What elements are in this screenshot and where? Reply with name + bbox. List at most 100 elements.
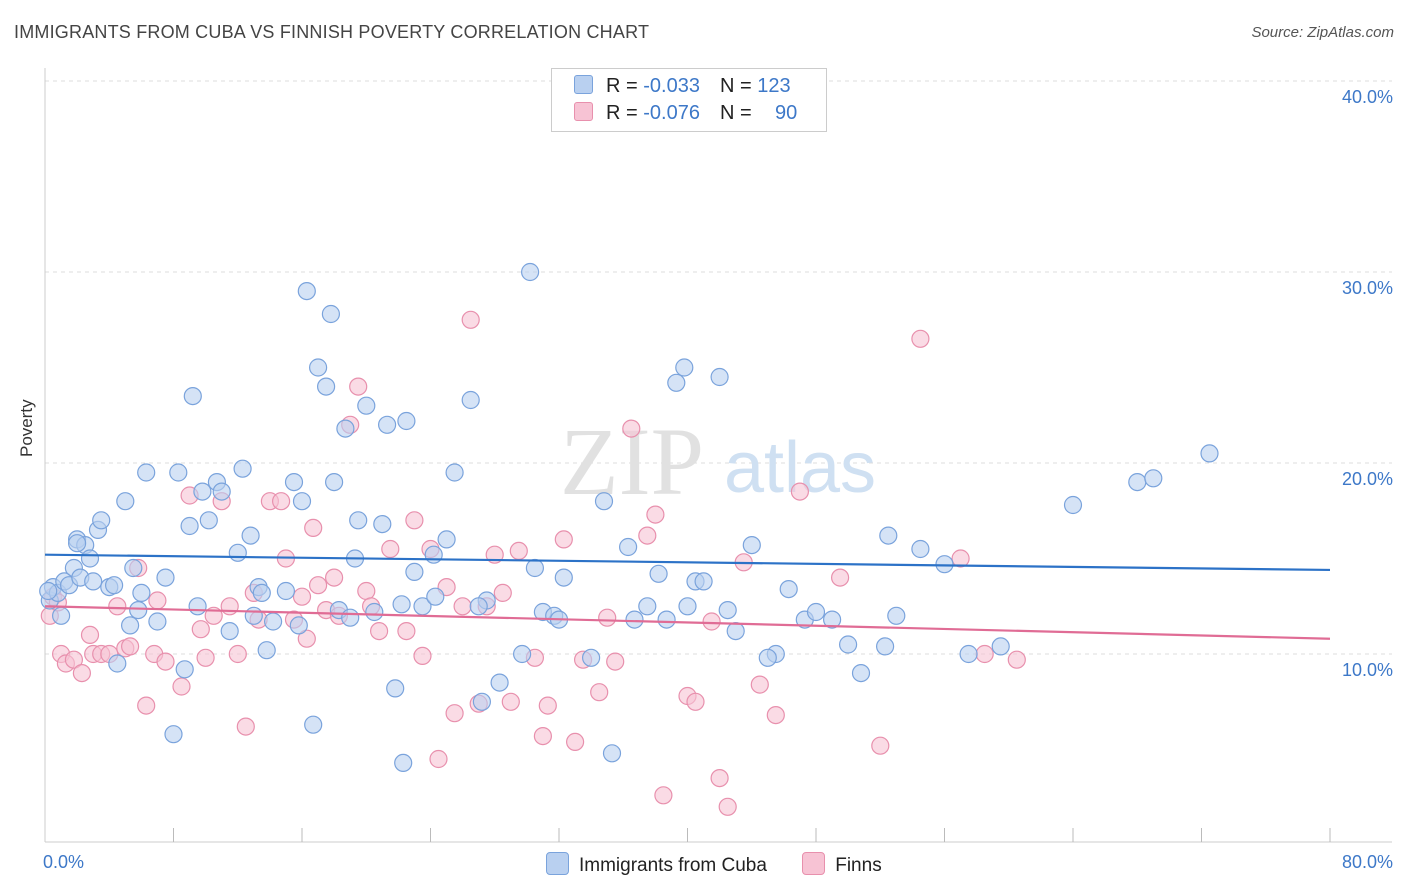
finns-point: [606, 652, 625, 671]
legend-r-label: R =: [606, 75, 644, 97]
cuba-point: [581, 648, 601, 667]
finns-point: [766, 705, 785, 725]
cuba-point: [1144, 469, 1163, 488]
x-tick-label-max: 80.0%: [1341, 852, 1393, 872]
finns-point: [533, 726, 553, 746]
chart-title: IMMIGRANTS FROM CUBA VS FINNISH POVERTY …: [14, 22, 650, 42]
cuba-point: [212, 482, 231, 501]
cuba-point: [341, 608, 360, 627]
finns-point: [718, 797, 737, 816]
cuba-point: [188, 597, 207, 616]
finns-point: [292, 587, 312, 606]
legend-row-finns: R = -0.076 N = 90: [574, 102, 797, 128]
finns-point: [191, 620, 210, 639]
finns-point: [871, 736, 890, 755]
finns-point: [172, 677, 191, 696]
cuba-point: [469, 597, 488, 616]
y-tick-label: 40.0%: [1341, 87, 1393, 107]
cuba-point: [397, 411, 416, 431]
cuba-point: [183, 387, 202, 406]
cuba-point: [424, 545, 443, 564]
series-legend: Immigrants from Cuba Finns: [546, 852, 912, 877]
cuba-point: [289, 616, 308, 635]
finns-point: [137, 696, 156, 715]
finns-point: [148, 591, 167, 610]
cuba-point: [137, 463, 156, 482]
finns-point: [654, 786, 673, 805]
cuba-point: [297, 282, 316, 301]
cuba-point: [822, 610, 842, 629]
finns-point: [325, 568, 344, 587]
cuba-point: [472, 692, 491, 711]
cuba-point: [779, 579, 798, 599]
cuba-point: [257, 641, 276, 660]
finns-point: [370, 621, 389, 641]
finns-trend-line: [44, 605, 1331, 640]
cuba-point: [959, 644, 978, 664]
x-tick-label-min: 0.0%: [43, 852, 85, 872]
finns-point: [686, 692, 705, 711]
cuba-point: [241, 526, 260, 545]
cuba-point: [718, 600, 737, 620]
cuba-point: [758, 648, 777, 667]
finns-point: [108, 597, 127, 616]
y-tick-label: 30.0%: [1341, 278, 1393, 298]
cuba-point: [911, 539, 930, 559]
series-legend-item-cuba[interactable]: Immigrants from Cuba: [546, 852, 767, 877]
cuba-point: [373, 514, 392, 534]
watermark: ZIP atlas: [560, 408, 876, 515]
finns-point: [381, 539, 400, 559]
finns-point: [64, 650, 84, 669]
cuba-point: [169, 463, 188, 482]
finns-point: [638, 526, 657, 545]
cuba-point: [667, 373, 686, 392]
cuba-point: [879, 526, 898, 545]
axes: [44, 68, 1392, 843]
cuba-point: [1128, 473, 1147, 492]
cuba-point: [365, 602, 384, 622]
cuba-point: [437, 530, 456, 549]
finns-point: [156, 652, 175, 671]
cuba-point: [357, 396, 376, 415]
cuba-point: [426, 587, 445, 606]
finns-point: [397, 621, 416, 641]
series-legend-item-finns[interactable]: Finns: [802, 852, 882, 877]
cuba-point: [309, 358, 328, 377]
finns-point: [196, 648, 215, 667]
cuba-point: [284, 473, 304, 492]
series-swatch-cuba: [546, 852, 569, 875]
finns-point: [309, 576, 328, 595]
finns-point: [1007, 650, 1026, 669]
legend-swatch-cuba: [574, 75, 593, 94]
finns-point: [461, 310, 480, 329]
cuba-point: [180, 516, 199, 536]
cuba-point: [378, 415, 397, 434]
finns-point: [710, 768, 729, 788]
cuba-point: [675, 358, 694, 377]
cuba-point: [276, 581, 295, 601]
cuba-point: [104, 576, 124, 595]
finns-point: [121, 637, 140, 656]
finns-point: [349, 377, 368, 396]
cuba-point: [39, 581, 58, 601]
cuba-point: [132, 583, 151, 603]
finns-point: [830, 568, 850, 587]
cuba-point: [129, 600, 148, 620]
cuba-point: [1200, 444, 1219, 463]
legend-row-cuba: R = -0.033 N = 123: [574, 75, 791, 101]
cuba-point: [80, 549, 100, 568]
series-legend-label: Finns: [835, 855, 882, 876]
cuba-point: [67, 534, 87, 553]
cuba-point: [51, 606, 71, 625]
cuba-point: [349, 511, 368, 530]
finns-point: [598, 608, 617, 627]
legend-n-value: 123: [757, 75, 791, 97]
trend-lines: [44, 553, 1331, 640]
cuba-point: [461, 390, 480, 410]
cuba-point: [991, 637, 1010, 656]
finns-point: [297, 629, 316, 648]
cuba-point: [678, 597, 697, 616]
finns-point: [750, 675, 769, 694]
cuba-point: [602, 744, 622, 763]
legend-swatch-finns: [574, 102, 593, 121]
